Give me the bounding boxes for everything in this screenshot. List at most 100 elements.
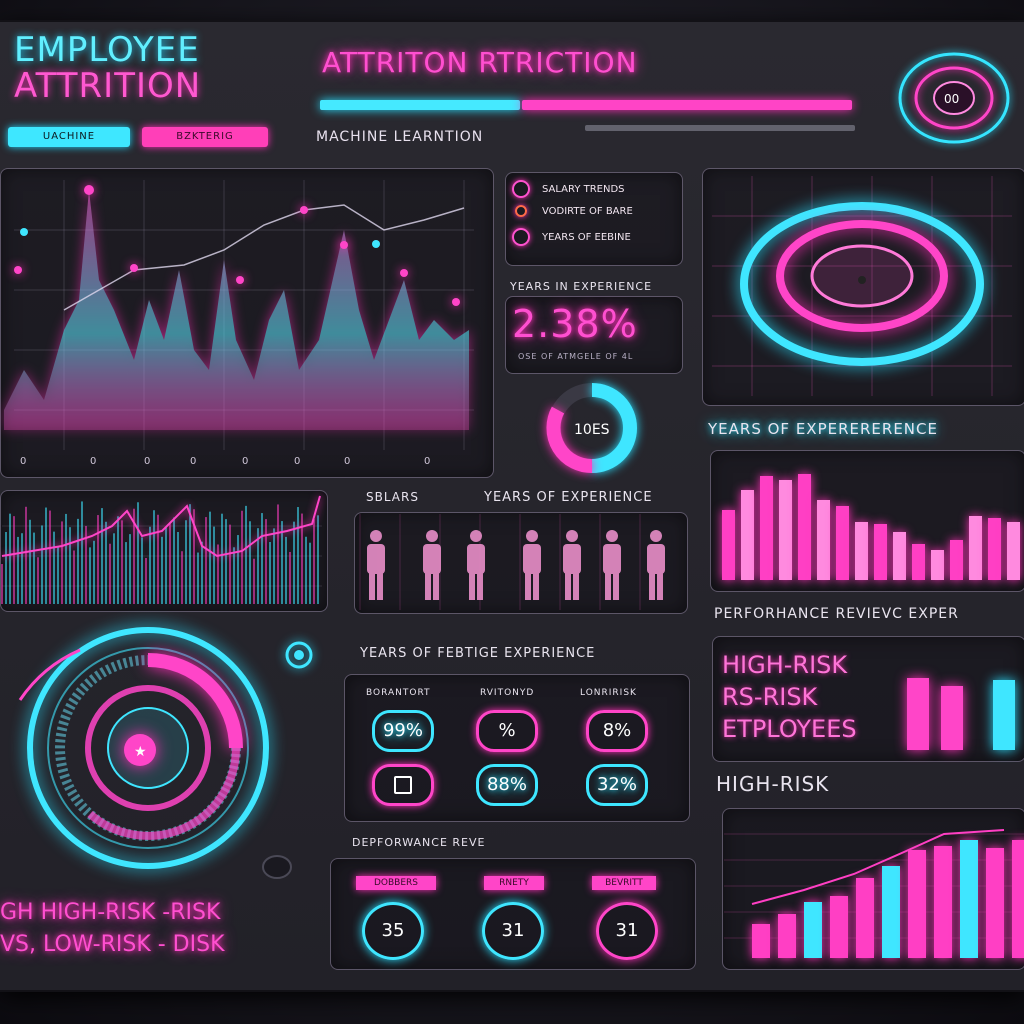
svg-text:★: ★: [134, 744, 147, 760]
person-icon: [563, 530, 581, 600]
legend-item-salary[interactable]: SALARY TRENDS: [512, 180, 625, 198]
spectrum-chart: 0 0 0 0 0 0 0 0: [4, 180, 474, 467]
experience-label: YEARS OF EXPERIENCE: [484, 490, 653, 505]
bottom-right-bar: [804, 902, 822, 958]
kpi-donut-chart: 10ES: [546, 383, 637, 474]
svg-text:0: 0: [344, 456, 350, 467]
shield-icon: [394, 776, 412, 794]
legend-item-second[interactable]: VODIRTE OF BARE: [512, 205, 633, 217]
radar-chart: [712, 176, 1012, 396]
bottom-right-bar: [1012, 840, 1024, 958]
bottom-left-line-1: GH HIGH-RISK -RISK: [0, 900, 221, 925]
title-line-2: ATTRITION: [14, 66, 202, 106]
bottom-right-bar: [830, 896, 848, 958]
stat-header-2: RVITONYD: [480, 688, 535, 698]
svg-text:0: 0: [424, 456, 430, 467]
bottom-right-bar: [986, 848, 1004, 958]
svg-text:0: 0: [144, 456, 150, 467]
svg-text:0: 0: [294, 456, 300, 467]
legend-item-third[interactable]: YEARS OF EEBINE: [512, 228, 631, 246]
secondary-tag-button[interactable]: BZKTERIG: [142, 127, 268, 147]
review-label: DEPFORWANCE REVE: [352, 836, 486, 849]
title-line-1: EMPLOYEE: [14, 30, 200, 70]
right-bar: [836, 506, 849, 580]
kpi-label: YEARS IN EXPERIENCE: [510, 280, 653, 293]
person-icon: [523, 530, 541, 600]
bottom-right-bar: [778, 914, 796, 958]
bottom-right-bar: [752, 924, 770, 958]
subheading: MACHINE LEARNTION: [316, 129, 484, 145]
legend-dot-icon: [512, 180, 530, 198]
bottom-right-bar: [934, 846, 952, 958]
kpi-sublabel: OSE OF ATMGELE OF 4L: [518, 352, 634, 361]
bottom-right-bar: [882, 866, 900, 958]
bottom-right-bar: [960, 840, 978, 958]
review-ring-1[interactable]: 35: [362, 902, 424, 960]
stat-header-1: BORANTORT: [366, 688, 431, 698]
risk-line-3: ETPLOYEES: [722, 715, 857, 743]
dashboard-title: EMPLOYEE ATTRITION: [14, 32, 201, 104]
svg-text:0: 0: [20, 456, 26, 467]
risk-line-2: RS-RISK: [722, 683, 818, 711]
person-icon: [603, 530, 621, 600]
stats-section-label: YEARS OF FEBTIGE EXPERIENCE: [360, 646, 596, 661]
right-bar: [969, 516, 982, 580]
gauge-settings-icon[interactable]: [284, 640, 314, 670]
people-panel: [354, 512, 688, 614]
donut-value: 10ES: [574, 422, 610, 438]
bottom-right-bar-chart: [724, 829, 1024, 958]
right-bar: [893, 532, 906, 580]
right-bar: [722, 510, 735, 580]
bottom-left-line-2: VS, LOW-RISK - DISK: [0, 932, 225, 957]
right-bar: [874, 524, 887, 580]
review-header-1: DOBBERS: [356, 876, 436, 890]
kpi-value: 2.38%: [512, 302, 638, 346]
bars-caption: PERFORHANCE REVIEVC EXPER: [714, 606, 959, 622]
svg-text:0: 0: [242, 456, 248, 467]
svg-text:0: 0: [90, 456, 96, 467]
right-bar: [798, 474, 811, 580]
risk-mini-bars: [907, 678, 1015, 750]
person-icon: [467, 530, 485, 600]
right-bar: [1007, 522, 1020, 580]
line-chart: [1, 495, 322, 604]
gauge-knob-icon[interactable]: [262, 852, 292, 882]
stat-ring-2[interactable]: %: [476, 710, 538, 752]
right-bar: [779, 480, 792, 580]
radar-caption: YEARS OF EXPERERERENCE: [708, 420, 938, 438]
stat-ring-1[interactable]: 99%: [372, 710, 434, 752]
stat-ring-3[interactable]: 8%: [586, 710, 648, 752]
salary-label: SBLARS: [366, 490, 419, 504]
right-bar: [912, 544, 925, 580]
stat-ring-4[interactable]: [372, 764, 434, 806]
right-bar: [741, 490, 754, 580]
trend-line: [751, 829, 1005, 905]
legend-dot-icon: [515, 205, 527, 217]
risk-heading: HIGH-RISK: [716, 772, 830, 796]
kpi-panel: [505, 296, 683, 374]
review-header-3: BEVRITT: [592, 876, 656, 890]
review-header-2: RNETY: [484, 876, 544, 890]
person-icon: [423, 530, 441, 600]
right-bar: [760, 476, 773, 580]
stat-ring-6[interactable]: 32%: [586, 764, 648, 806]
review-ring-2[interactable]: 31: [482, 902, 544, 960]
stat-ring-5[interactable]: 88%: [476, 764, 538, 806]
people-chart: [359, 514, 665, 610]
stat-header-3: LONRIRISK: [580, 688, 637, 698]
machine-tag-button[interactable]: UACHINE: [8, 127, 130, 147]
radar-icon[interactable]: 00: [890, 46, 1010, 146]
bottom-right-bar: [856, 878, 874, 958]
review-ring-3[interactable]: 31: [596, 902, 658, 960]
headline-bar-pink: [522, 100, 852, 110]
right-bar: [855, 522, 868, 580]
risk-line-1: HIGH-RISK: [722, 651, 848, 679]
headline-bar-grey: [585, 125, 855, 131]
right-bar-chart: [722, 474, 1020, 580]
svg-text:0: 0: [190, 456, 196, 467]
legend-dot-icon: [512, 228, 530, 246]
bottom-right-bar: [908, 850, 926, 958]
right-bar: [988, 518, 1001, 580]
headline-bar-cyan: [320, 100, 520, 110]
right-bar: [950, 540, 963, 580]
